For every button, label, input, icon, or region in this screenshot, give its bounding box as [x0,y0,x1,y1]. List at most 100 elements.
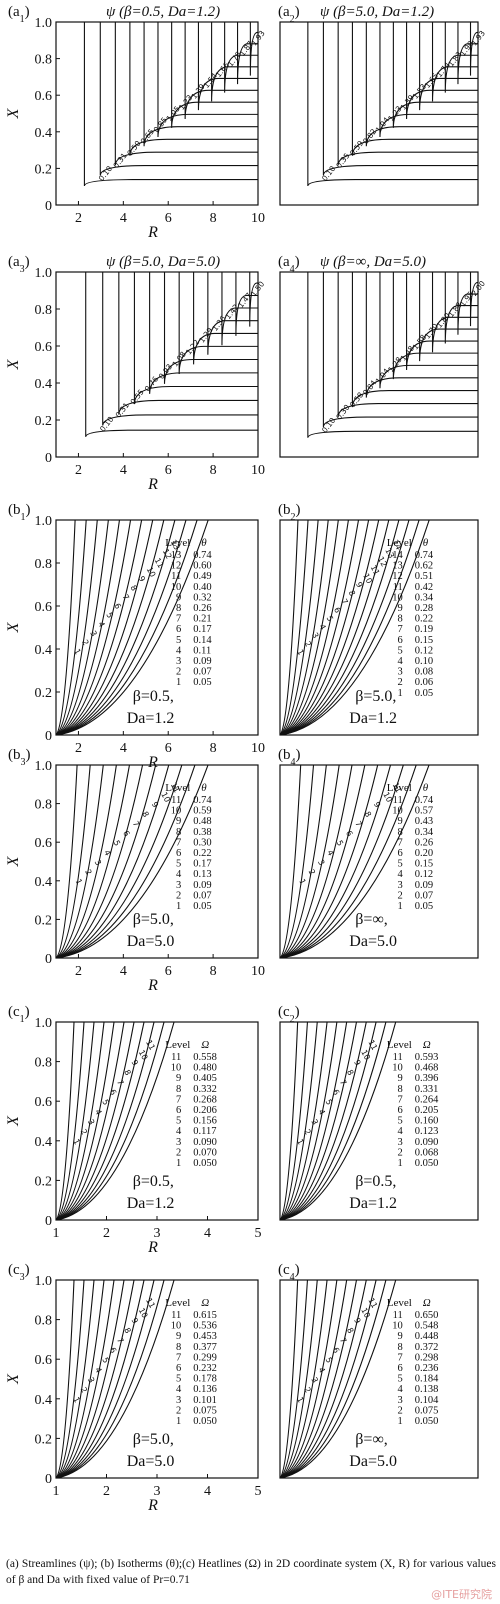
plot-frame [55,271,259,458]
param-annotation: β=0.5, [133,1173,174,1190]
streamline [431,272,478,353]
x-tick-label: 4 [120,211,127,226]
table-value: 0.19 [415,624,433,635]
table-value: 0.38 [193,827,211,838]
panel-a2: (a2) ψ (β=5.0, Da=1.2)0.100.350.590.821.0… [278,4,487,206]
streamline [457,272,478,335]
table-level: 5 [398,1116,403,1127]
contour-lines [280,520,430,735]
y-tick-label: 1.0 [35,1016,53,1031]
contour-level-label: 3 [310,631,320,640]
contour-level-label: 10 [359,1048,372,1061]
contour-level-label: 8 [363,810,373,819]
table-value: 0.13 [193,869,211,880]
contour-line [56,1022,125,1220]
y-tick-label: 1.0 [35,266,53,281]
table-value: 0.298 [415,1352,439,1363]
streamline [178,272,258,375]
table-level: 1 [398,1416,403,1427]
table-header-level: Level [387,1039,412,1051]
x-tick-label: 4 [120,964,127,979]
panel-title: ψ (β=∞, Da=5.0) [320,254,426,270]
table-level: 8 [398,1342,403,1353]
contour-line [56,520,198,735]
contour-line [56,1022,105,1220]
table-value: 0.075 [193,1405,217,1416]
contour-lines [307,272,478,438]
contour-line [280,765,340,958]
plot-frame [279,1279,479,1479]
contour-line [56,1280,75,1478]
param-annotation: Da=1.2 [349,710,397,727]
x-axis-label: R [147,1239,158,1256]
table-value: 0.40 [193,582,211,593]
contour-level-label: 9 [129,1058,139,1067]
contour-level-label: 10 [145,566,158,579]
contour-line [56,765,170,958]
param-annotation: Da=5.0 [349,933,397,950]
table-level: 1 [398,688,403,699]
table-value: 0.32 [193,592,211,603]
contour-level-label: 14 [391,538,404,551]
contour-level-label: 7 [338,1336,348,1345]
table-value: 0.156 [193,1116,217,1127]
table-value: 0.42 [415,582,433,593]
contour-line [280,1022,397,1220]
streamline [337,22,478,166]
streamline [365,22,478,147]
table-level: 4 [398,869,404,880]
panel-label: (a2) [278,4,300,25]
contour-level-label: 8 [122,1068,132,1077]
table-header-value: θ [423,782,429,794]
y-axis-label: X [5,358,22,370]
contour-level-label: 9 [352,1058,362,1067]
param-annotation: Da=1.2 [349,1195,397,1212]
table-value: 0.05 [193,901,211,912]
y-tick-label: 1.0 [35,16,53,31]
contour-line [280,520,420,735]
streamline [307,272,478,438]
contour-level-label: 3 [86,1118,96,1127]
table-level: 3 [176,880,181,891]
contour-level-label: 5 [104,611,114,620]
table-value: 0.090 [193,1137,217,1148]
panel-label: (a1) [8,4,30,25]
table-value: 0.48 [193,816,211,827]
table-level: 1 [176,901,181,912]
contour-level-label: 8 [345,1326,355,1335]
table-level: 3 [176,1395,181,1406]
table-level: 1 [398,1158,403,1169]
contour-line [56,520,132,735]
table-value: 0.07 [193,890,211,901]
table-level: 9 [176,1073,181,1084]
table-level: 7 [176,1094,181,1105]
contour-level-label: 8 [345,1068,355,1077]
x-tick-label: 3 [154,1484,161,1499]
table-level: 7 [176,1352,181,1363]
panel-label: (a3) [8,254,30,275]
panel-a3: (a3) ψ (β=5.0, Da=5.0) 0 0.2 0.4 0.6 0.8 1.0 X 2 4… [5,254,266,493]
contour-line [280,765,315,958]
contour-level-label: 0.31 [114,401,132,420]
table-level: 12 [171,561,182,572]
contour-level-label: 9 [137,575,147,584]
table-value: 0.74 [193,795,212,806]
contour-line [280,1280,397,1478]
table-value: 0.74 [415,795,434,806]
x-tick-label: 2 [103,1226,110,1241]
contour-level-label: 7 [115,1336,125,1345]
table-value: 0.536 [193,1321,217,1332]
table-level: 2 [398,890,403,901]
table-value: 0.050 [415,1416,439,1427]
x-axis-label: R [147,224,158,241]
contour-line [56,1280,145,1478]
contour-level-label: 9 [372,800,382,809]
contour-level-label: 0.76 [143,374,161,393]
contour-level-label: 7 [131,820,141,829]
table-level: 8 [398,827,403,838]
y-tick-label: 0.8 [35,303,53,318]
contour-line [280,520,299,735]
table-level: 9 [176,592,181,603]
contour-lines [280,1280,397,1478]
x-tick-label: 8 [210,964,217,979]
